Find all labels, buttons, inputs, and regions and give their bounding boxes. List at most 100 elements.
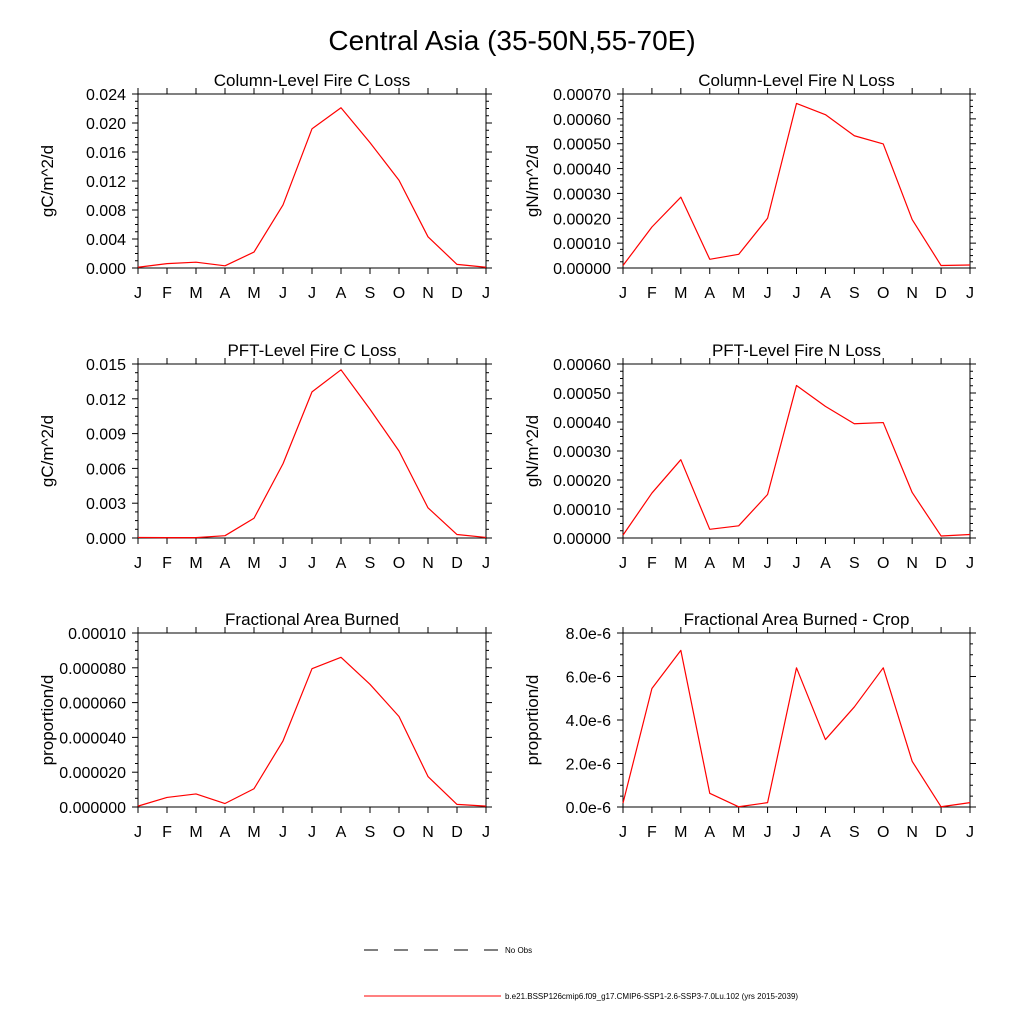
panel-title: PFT-Level Fire N Loss (712, 341, 881, 360)
plot-frame (622, 93, 971, 269)
chart-panel-6: Fractional Area Burned - Crop 0.0e-6 2.0e-… (523, 610, 976, 841)
x-tick-label: M (189, 555, 202, 572)
y-tick-label: 0.012 (86, 174, 126, 191)
y-axis-label: gC/m^2/d (38, 145, 57, 217)
y-tick-label: 0.024 (86, 87, 126, 104)
plot-frame (622, 632, 971, 808)
x-tick-label: F (647, 555, 657, 572)
x-tick-label: N (906, 285, 918, 302)
x-tick-label: J (966, 285, 974, 302)
panel-title: Column-Level Fire C Loss (214, 71, 411, 90)
x-tick-label: M (732, 555, 745, 572)
plot-frame (137, 632, 487, 808)
x-tick-label: D (451, 555, 463, 572)
x-tick-label: J (279, 824, 287, 841)
panels: Column-Level Fire C Loss 0.000 0.004 0.008 0… (38, 71, 976, 841)
series-line-1 (137, 656, 487, 807)
series-line-1 (137, 369, 487, 539)
x-tick-label: J (134, 285, 142, 302)
x-tick-label: A (220, 285, 231, 302)
y-axis-label: gN/m^2/d (523, 415, 542, 487)
y-tick-label: 0.00010 (553, 236, 611, 253)
chart-panel-1: Column-Level Fire C Loss 0.000 0.004 0.008 0… (38, 71, 492, 302)
panel-title: Fractional Area Burned - Crop (684, 610, 910, 629)
chart-panel-5: Fractional Area Burned 0.000000 0.000020 0.… (38, 610, 492, 841)
x-tick-label: S (849, 285, 860, 302)
x-tick-label: A (820, 824, 831, 841)
plot-frame (622, 363, 971, 539)
y-tick-label: 0.00040 (553, 162, 611, 179)
x-tick-label: M (247, 555, 260, 572)
y-tick-label: 0.000060 (59, 696, 126, 713)
x-tick-label: N (906, 555, 918, 572)
y-tick-label: 0.009 (86, 427, 126, 444)
y-tick-label: 0.004 (86, 232, 126, 249)
y-tick-label: 0.00020 (553, 211, 611, 228)
x-tick-label: A (820, 555, 831, 572)
plot-frame (137, 363, 487, 539)
y-axis-label: gN/m^2/d (523, 145, 542, 217)
x-tick-label: O (393, 824, 405, 841)
x-tick-label: J (134, 555, 142, 572)
y-tick-label: 0.00030 (553, 444, 611, 461)
x-tick-label: J (619, 285, 627, 302)
x-tick-label: J (134, 824, 142, 841)
y-tick-label: 0.00010 (68, 626, 126, 643)
chart-panel-2: Column-Level Fire N Loss 0.00000 0.00010 0.… (523, 71, 976, 302)
series-line-1 (622, 102, 971, 267)
x-tick-label: F (162, 285, 172, 302)
y-tick-label: 6.0e-6 (566, 670, 611, 687)
x-tick-label: M (674, 285, 687, 302)
x-tick-label: O (877, 824, 889, 841)
y-axis-label: gC/m^2/d (38, 415, 57, 487)
x-tick-label: F (162, 555, 172, 572)
x-tick-label: J (793, 824, 801, 841)
y-tick-label: 0.000040 (59, 730, 126, 747)
x-tick-label: J (279, 555, 287, 572)
y-tick-label: 0.015 (86, 357, 126, 374)
x-tick-label: M (732, 824, 745, 841)
x-tick-label: F (647, 285, 657, 302)
x-tick-label: J (308, 285, 316, 302)
series-line-1 (622, 649, 971, 808)
x-tick-label: O (393, 555, 405, 572)
x-tick-label: F (647, 824, 657, 841)
x-tick-label: J (308, 824, 316, 841)
y-tick-label: 0.00050 (553, 386, 611, 403)
y-tick-label: 0.016 (86, 145, 126, 162)
y-tick-label: 0.000 (86, 261, 126, 278)
x-tick-label: J (966, 824, 974, 841)
y-tick-label: 0.000020 (59, 765, 126, 782)
legend-label-1: No Obs (505, 946, 532, 955)
x-tick-label: O (877, 555, 889, 572)
y-tick-label: 0.00050 (553, 137, 611, 154)
x-tick-label: M (247, 285, 260, 302)
x-tick-label: M (247, 824, 260, 841)
y-tick-label: 0.00000 (553, 531, 611, 548)
x-tick-label: A (220, 555, 231, 572)
y-axis-label: proportion/d (523, 675, 542, 766)
x-tick-label: A (820, 285, 831, 302)
y-tick-label: 0.00010 (553, 502, 611, 519)
y-tick-label: 0.012 (86, 392, 126, 409)
x-tick-label: J (764, 285, 772, 302)
x-tick-label: J (793, 555, 801, 572)
x-tick-label: D (451, 285, 463, 302)
x-tick-label: M (189, 824, 202, 841)
y-axis-label: proportion/d (38, 675, 57, 766)
x-tick-label: J (619, 824, 627, 841)
x-tick-label: N (422, 555, 434, 572)
x-tick-label: J (482, 824, 490, 841)
x-tick-label: J (279, 285, 287, 302)
y-tick-label: 2.0e-6 (566, 757, 611, 774)
y-tick-label: 0.00060 (553, 357, 611, 374)
x-tick-label: S (365, 555, 376, 572)
y-tick-label: 0.00070 (553, 87, 611, 104)
x-tick-label: M (674, 824, 687, 841)
x-tick-label: D (935, 285, 947, 302)
x-tick-label: O (877, 285, 889, 302)
chart-panel-3: PFT-Level Fire C Loss 0.000 0.003 0.006 0.00… (38, 341, 492, 572)
legend: No Obs b.e21.BSSP126cmip6.f09_g17.CMIP6-S… (364, 946, 798, 1001)
x-tick-label: S (849, 824, 860, 841)
x-tick-label: N (422, 285, 434, 302)
